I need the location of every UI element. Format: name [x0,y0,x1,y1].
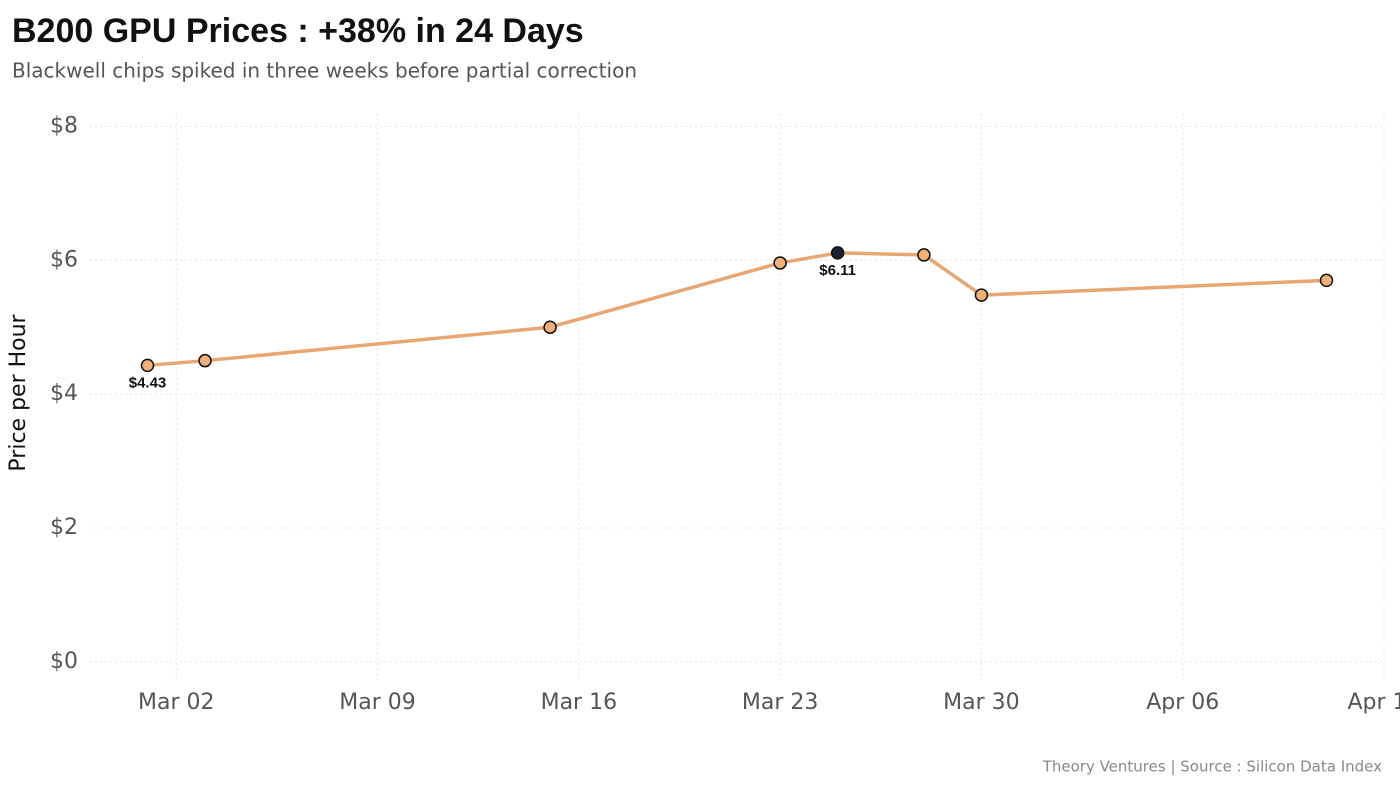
x-tick-label: Mar 09 [339,690,416,715]
x-tick-label: Mar 02 [138,690,215,715]
chart-subtitle: Blackwell chips spiked in three weeks be… [12,59,637,83]
point [543,320,557,334]
y-tick-label: $6 [50,247,78,272]
y-tick-label: $8 [50,113,78,138]
line [147,251,1327,368]
point [198,353,212,368]
point [773,256,787,270]
x-tick-label: Apr 13 [1347,690,1400,715]
point [974,288,989,302]
x-tick-label: Mar 30 [943,690,1020,715]
point [830,246,845,260]
point [917,248,931,262]
y-tick-label: $2 [50,515,78,540]
y-axis-label: Price per Hour [6,313,31,471]
x-tick-label: Mar 23 [742,690,819,715]
chart-title: B200 GPU Prices : +38% in 24 Days [12,12,584,50]
y-tick-label: $4 [50,381,78,406]
x-tick-label: Apr 06 [1146,690,1219,715]
point [140,358,155,373]
y-tick-label: $0 [50,649,78,674]
data-label: $6.11 [819,262,856,279]
data-label: $4.43 [129,374,167,391]
x-tick-label: Mar 16 [541,690,618,715]
caption: Theory Ventures | Source : Silicon Data … [1042,758,1382,776]
point [1319,273,1334,288]
